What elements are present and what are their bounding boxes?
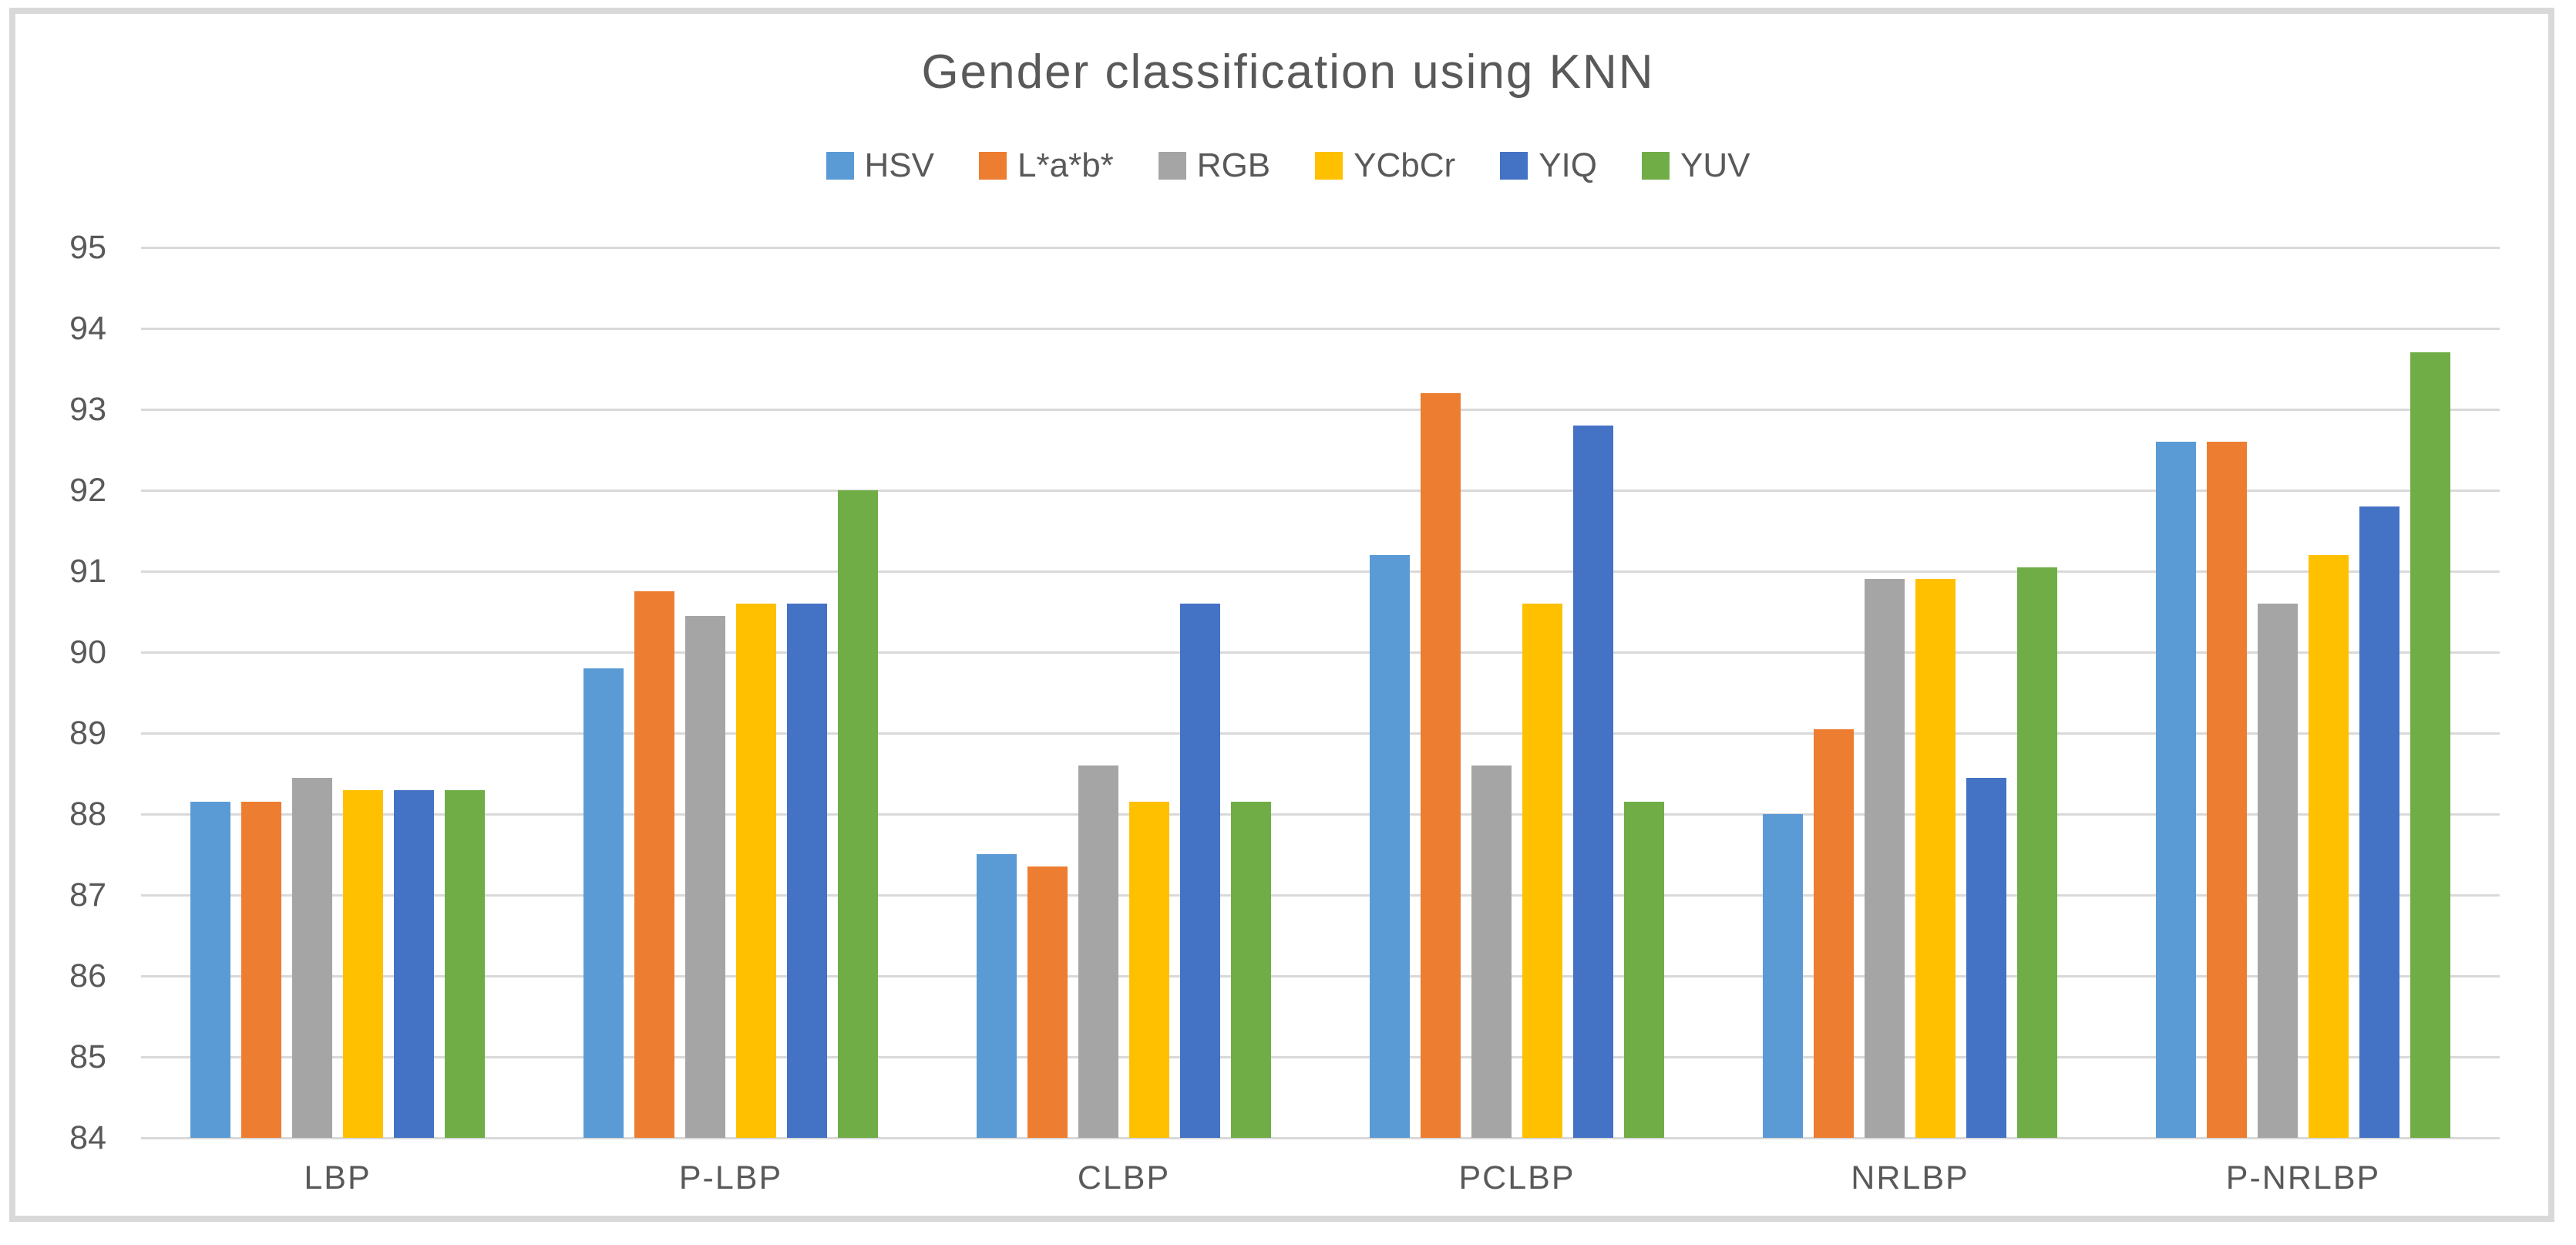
x-category-label: CLBP bbox=[1077, 1159, 1171, 1196]
bar-hsv-nrlbp bbox=[1763, 814, 1803, 1138]
legend-swatch-ycbcr bbox=[1315, 152, 1343, 180]
legend-swatch-yiq bbox=[1500, 152, 1528, 180]
bar-yiq-nrlbp bbox=[1966, 778, 2006, 1138]
bar-yuv-lbp bbox=[445, 790, 485, 1138]
legend-swatch-l-a-b bbox=[979, 152, 1007, 180]
y-tick-label: 94 bbox=[69, 310, 106, 347]
legend-item-yiq: YIQ bbox=[1500, 146, 1597, 185]
legend-label: L*a*b* bbox=[1017, 146, 1114, 184]
bar-ycbcr-p-lbp bbox=[736, 604, 776, 1138]
bar-hsv-pclbp bbox=[1370, 555, 1410, 1138]
gridline bbox=[141, 409, 2500, 411]
gridline bbox=[141, 490, 2500, 492]
x-category-label: P-LBP bbox=[678, 1159, 783, 1196]
y-tick-label: 84 bbox=[69, 1119, 106, 1156]
gridline bbox=[141, 247, 2500, 249]
gridline bbox=[141, 975, 2500, 977]
bar-rgb-lbp bbox=[292, 778, 332, 1138]
x-axis-line bbox=[141, 1137, 2500, 1139]
x-category-label: NRLBP bbox=[1851, 1159, 1969, 1196]
gridline bbox=[141, 813, 2500, 816]
y-tick-label: 89 bbox=[69, 715, 106, 752]
bar-rgb-clbp bbox=[1078, 766, 1118, 1138]
bar-l-a-b-p-lbp bbox=[634, 591, 674, 1138]
chart-title: Gender classification using KNN bbox=[921, 45, 1655, 99]
legend-swatch-yuv bbox=[1641, 152, 1670, 180]
legend-item-ycbcr: YCbCr bbox=[1315, 146, 1455, 185]
legend-swatch-rgb bbox=[1158, 152, 1186, 180]
gridline bbox=[141, 570, 2500, 573]
bar-hsv-clbp bbox=[977, 854, 1017, 1138]
bar-rgb-p-nrlbp bbox=[2258, 604, 2298, 1138]
legend-label: HSV bbox=[864, 146, 935, 184]
gridline bbox=[141, 651, 2500, 654]
bar-ycbcr-lbp bbox=[343, 790, 383, 1138]
bar-l-a-b-p-nrlbp bbox=[2207, 442, 2247, 1138]
gridline bbox=[141, 894, 2500, 897]
bar-ycbcr-p-nrlbp bbox=[2309, 555, 2349, 1138]
legend-label: RGB bbox=[1196, 146, 1271, 184]
bar-l-a-b-lbp bbox=[241, 802, 281, 1138]
bar-yuv-p-nrlbp bbox=[2410, 352, 2450, 1138]
bar-rgb-p-lbp bbox=[685, 616, 725, 1138]
x-category-label: P-NRLBP bbox=[2225, 1159, 2381, 1196]
gridline bbox=[141, 328, 2500, 330]
bar-l-a-b-nrlbp bbox=[1814, 729, 1854, 1138]
bar-yiq-pclbp bbox=[1573, 426, 1613, 1138]
bar-yiq-lbp bbox=[394, 790, 434, 1138]
bar-yiq-clbp bbox=[1180, 604, 1220, 1138]
y-tick-label: 85 bbox=[69, 1038, 106, 1075]
y-tick-label: 91 bbox=[69, 553, 106, 590]
bar-yuv-pclbp bbox=[1624, 802, 1664, 1138]
legend-item-l-a-b: L*a*b* bbox=[979, 146, 1114, 185]
y-tick-label: 86 bbox=[69, 957, 106, 994]
legend-label: YUV bbox=[1680, 146, 1750, 184]
legend-item-yuv: YUV bbox=[1641, 146, 1750, 185]
gridline bbox=[141, 732, 2500, 735]
legend-swatch-hsv bbox=[826, 152, 854, 180]
legend: HSV L*a*b* RGB YCbCr YIQ YUV bbox=[0, 146, 2576, 185]
bar-hsv-p-nrlbp bbox=[2156, 442, 2196, 1138]
legend-label: YCbCr bbox=[1354, 146, 1456, 184]
y-tick-label: 90 bbox=[69, 634, 106, 671]
bar-hsv-lbp bbox=[190, 802, 230, 1138]
bar-ycbcr-pclbp bbox=[1522, 604, 1562, 1138]
x-category-label: PCLBP bbox=[1458, 1159, 1576, 1196]
legend-label: YIQ bbox=[1539, 146, 1597, 184]
y-tick-label: 93 bbox=[69, 391, 106, 428]
bar-yuv-clbp bbox=[1231, 802, 1271, 1138]
legend-item-hsv: HSV bbox=[826, 146, 934, 185]
bar-yuv-p-lbp bbox=[838, 490, 878, 1138]
bar-hsv-p-lbp bbox=[583, 668, 624, 1138]
bar-l-a-b-clbp bbox=[1027, 866, 1068, 1138]
bar-ycbcr-clbp bbox=[1129, 802, 1169, 1138]
bar-rgb-nrlbp bbox=[1865, 579, 1905, 1138]
gridline bbox=[141, 1056, 2500, 1058]
y-tick-label: 88 bbox=[69, 796, 106, 833]
x-category-label: LBP bbox=[304, 1159, 372, 1196]
bar-ycbcr-nrlbp bbox=[1915, 579, 1956, 1138]
y-tick-label: 92 bbox=[69, 472, 106, 509]
y-tick-label: 87 bbox=[69, 877, 106, 914]
bar-l-a-b-pclbp bbox=[1421, 393, 1461, 1138]
bar-yiq-p-lbp bbox=[787, 604, 827, 1138]
legend-item-rgb: RGB bbox=[1158, 146, 1271, 185]
bar-yuv-nrlbp bbox=[2017, 567, 2057, 1138]
y-tick-label: 95 bbox=[69, 229, 106, 266]
bar-rgb-pclbp bbox=[1471, 766, 1512, 1138]
bar-yiq-p-nrlbp bbox=[2359, 506, 2399, 1138]
